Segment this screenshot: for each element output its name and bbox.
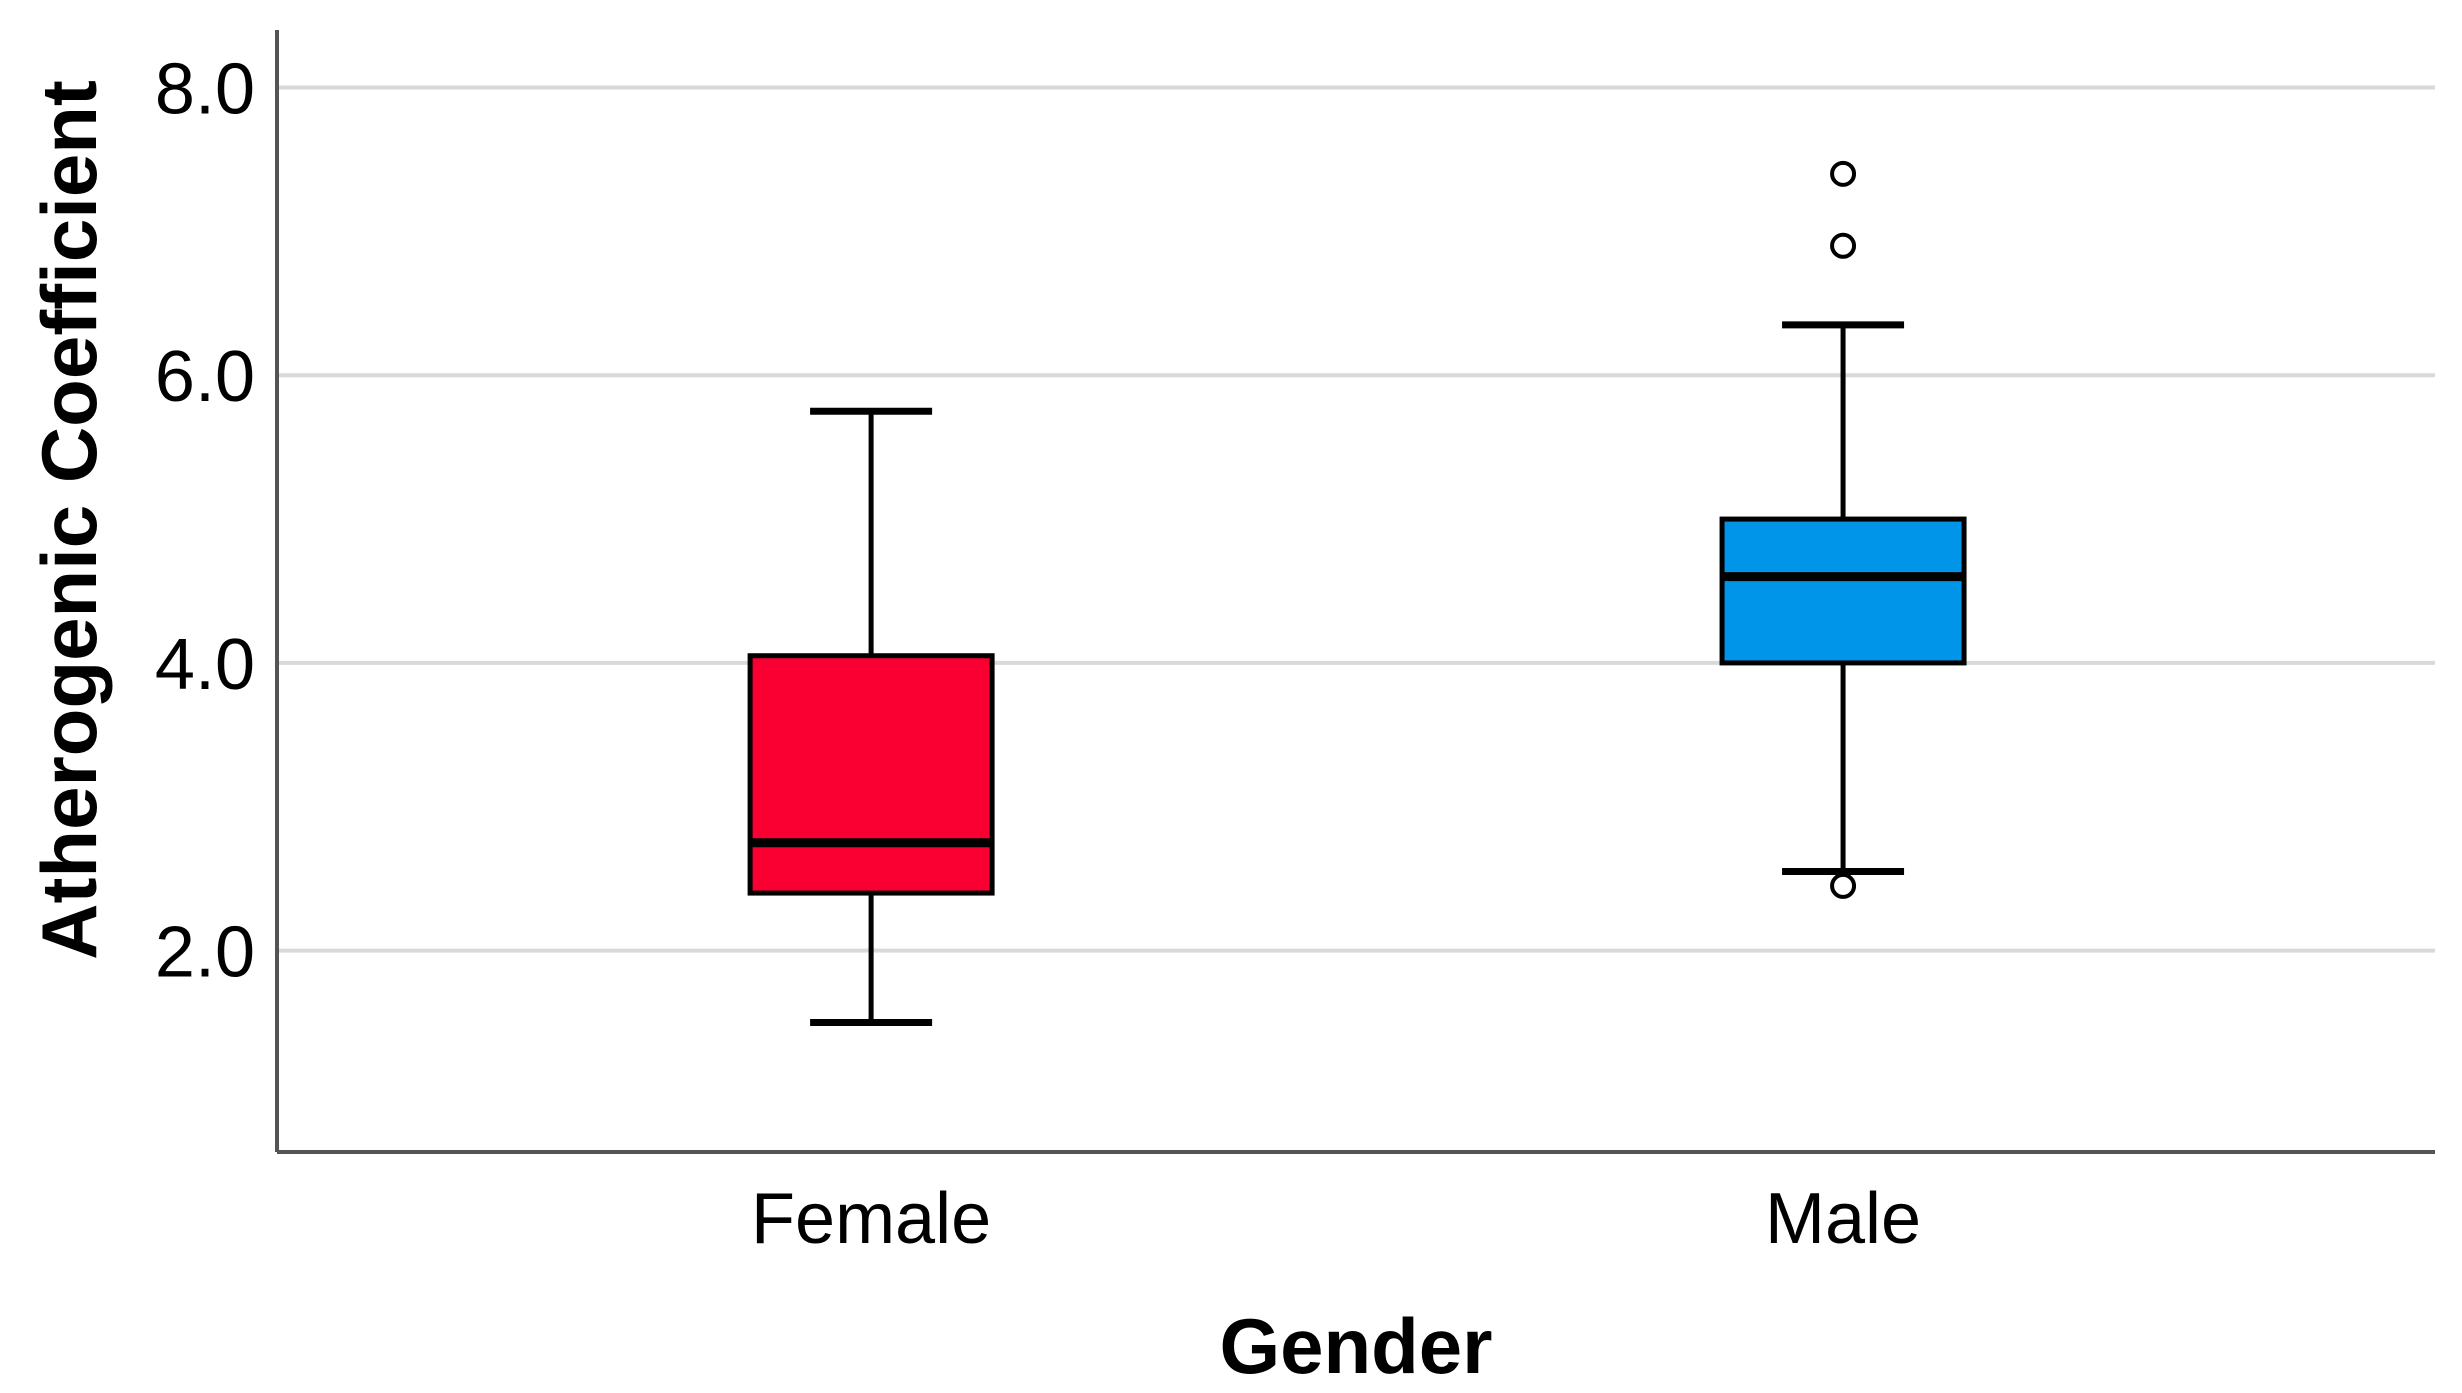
outlier-male-0 xyxy=(1830,160,1857,187)
outlier-male-1 xyxy=(1830,232,1857,259)
y-tick-label-2.0: 2.0 xyxy=(155,913,255,993)
outlier-male-2 xyxy=(1830,872,1857,899)
y-tick-label-8.0: 8.0 xyxy=(155,50,255,130)
x-category-label-male: Male xyxy=(1765,1179,1921,1259)
x-category-label-female: Female xyxy=(751,1179,991,1259)
y-tick-label-4.0: 4.0 xyxy=(155,625,255,705)
x-axis-title: Gender xyxy=(1219,1302,1492,1390)
y-axis-title: Atherogenic Coefficient xyxy=(25,80,113,960)
box-male xyxy=(1719,516,1967,666)
y-tick-label-6.0: 6.0 xyxy=(155,337,255,417)
box-female xyxy=(747,653,995,896)
